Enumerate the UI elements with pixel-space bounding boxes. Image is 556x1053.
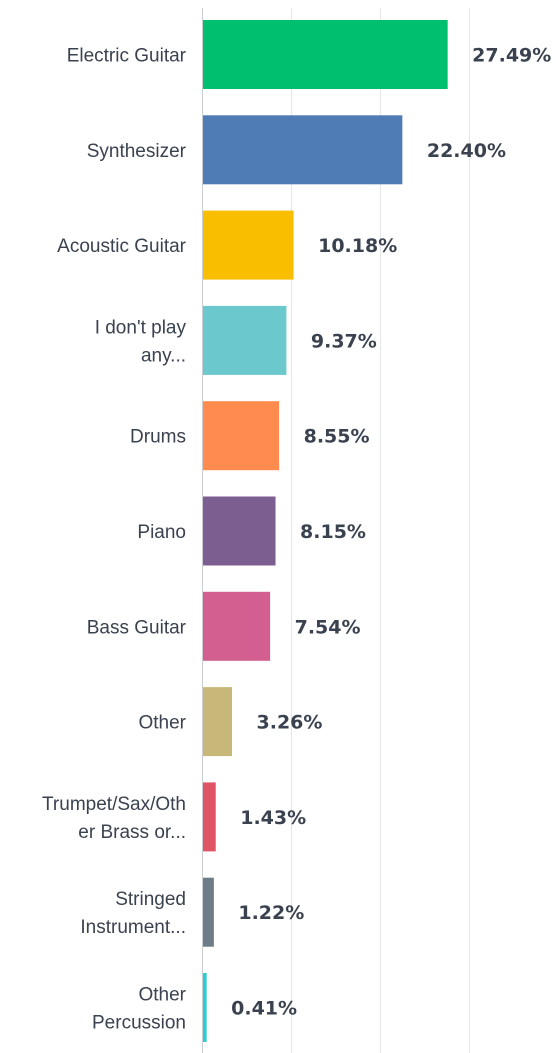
chart-value-labels: 27.49% 22.40% 10.18% 9.37% 8.55% 8.15% 7.54% 3.… (231, 45, 551, 1020)
value-label: 7.54% (295, 616, 361, 638)
value-label: 8.55% (304, 426, 370, 448)
bar (203, 210, 294, 280)
category-label: Synthesizer (87, 141, 187, 162)
category-label: Other Percussion (92, 985, 187, 1034)
bar (203, 782, 216, 852)
category-label: Acoustic Guitar (57, 236, 186, 257)
value-label: 3.26% (257, 712, 323, 734)
category-label: Stringed Instrument... (80, 889, 186, 938)
value-label: 8.15% (300, 521, 366, 543)
bar (203, 305, 287, 375)
bar (203, 115, 403, 185)
category-label: Drums (130, 427, 186, 448)
value-label: 0.41% (231, 998, 297, 1020)
category-label: Trumpet/Sax/Oth er Brass or... (42, 794, 186, 843)
value-label: 22.40% (427, 140, 506, 162)
bar (203, 877, 214, 947)
category-label: Electric Guitar (67, 46, 187, 67)
bar (203, 496, 276, 566)
bar (203, 591, 271, 661)
category-label: Other (138, 713, 186, 734)
value-label: 1.43% (240, 807, 306, 829)
bar (203, 973, 207, 1042)
chart-bars (203, 20, 448, 1042)
bar (203, 687, 233, 757)
bar (203, 401, 280, 471)
category-label: I don't play any... (95, 317, 187, 366)
value-label: 27.49% (472, 45, 551, 67)
bar (203, 20, 448, 89)
value-label: 9.37% (311, 330, 377, 352)
value-label: 10.18% (318, 235, 397, 257)
category-label: Piano (137, 522, 186, 543)
category-label: Bass Guitar (87, 617, 187, 638)
chart-category-labels: Electric Guitar Synthesizer Acoustic Guita… (42, 46, 187, 1034)
value-label: 1.22% (238, 902, 304, 924)
